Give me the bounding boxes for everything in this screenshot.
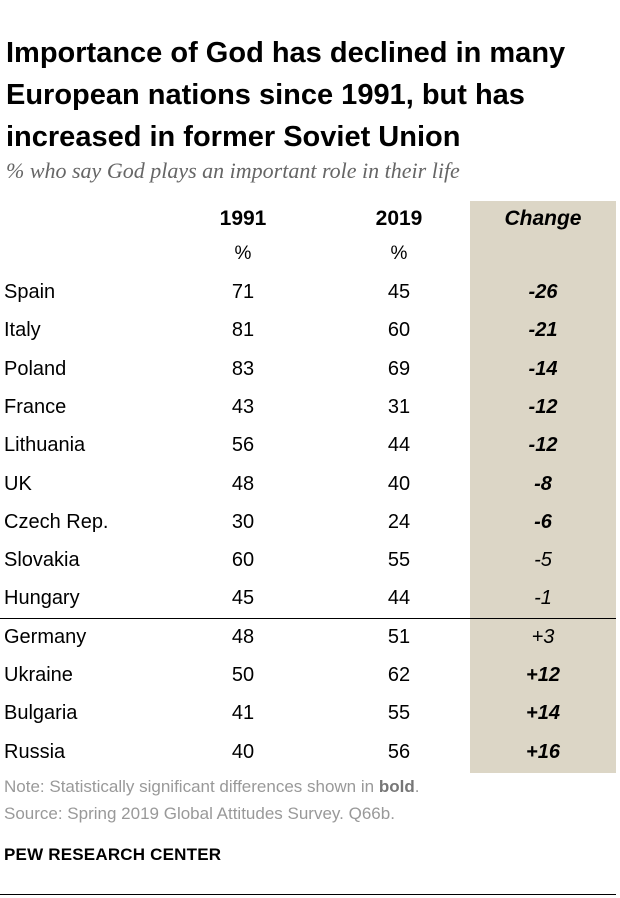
table-row: Spain 71 45 -26 xyxy=(0,273,620,311)
country-name: Czech Rep. xyxy=(4,510,109,533)
value-1991: 48 xyxy=(231,472,255,495)
country-name: France xyxy=(4,395,67,418)
value-1991: 41 xyxy=(231,702,255,725)
column-header-2019: 2019 xyxy=(375,207,423,230)
change-column-background xyxy=(470,201,616,773)
value-2019: 51 xyxy=(387,625,411,648)
value-2019: 31 xyxy=(387,395,411,418)
country-name: Poland xyxy=(4,357,67,380)
value-1991: 81 xyxy=(231,319,255,342)
country-name: UK xyxy=(4,472,32,495)
value-1991: 50 xyxy=(231,664,255,686)
value-2019: 44 xyxy=(387,587,411,610)
country-name: Ukraine xyxy=(4,664,73,686)
value-1991: 48 xyxy=(231,625,255,648)
country-name: Lithuania xyxy=(4,434,86,457)
column-header-1991: 1991 xyxy=(219,207,267,230)
value-change: -21 xyxy=(528,319,558,342)
table-row: Slovakia 60 55 -5 xyxy=(0,541,620,579)
value-2019: 69 xyxy=(387,357,411,380)
column-header-change: Change xyxy=(504,207,582,230)
unit-label-1991: % xyxy=(234,243,252,264)
value-2019: 24 xyxy=(387,510,411,533)
pew-footer: PEW RESEARCH CENTER xyxy=(4,845,222,864)
value-change: -5 xyxy=(534,549,552,572)
value-change: -1 xyxy=(534,587,552,610)
country-name: Hungary xyxy=(4,587,80,610)
value-1991: 40 xyxy=(231,740,255,763)
value-change: -14 xyxy=(528,357,558,380)
table-row: Bulgaria 41 55 +14 xyxy=(0,694,620,732)
country-name: Spain xyxy=(4,281,56,303)
value-change: +3 xyxy=(531,625,555,648)
value-change: -12 xyxy=(528,395,558,418)
bottom-rule xyxy=(0,894,616,895)
chart-subtitle: % who say God plays an important role in… xyxy=(6,158,460,183)
table-row: Hungary 45 44 -1 xyxy=(0,579,620,617)
source-text: Source: Spring 2019 Global Attitudes Sur… xyxy=(4,804,395,823)
value-change: +12 xyxy=(526,664,560,686)
unit-label-2019: % xyxy=(390,243,408,264)
value-1991: 43 xyxy=(231,395,255,418)
value-change: -12 xyxy=(528,434,558,457)
value-1991: 56 xyxy=(231,434,255,457)
value-1991: 60 xyxy=(231,549,255,572)
country-name: Germany xyxy=(4,625,87,648)
value-2019: 45 xyxy=(387,281,411,303)
value-change: -8 xyxy=(534,472,552,495)
value-2019: 62 xyxy=(387,664,411,686)
table-row: UK 48 40 -8 xyxy=(0,465,620,503)
note-bold-word: bold xyxy=(378,777,415,796)
value-2019: 55 xyxy=(387,549,411,572)
table-row: Ukraine 50 62 +12 xyxy=(0,656,620,694)
table-row: Poland 83 69 -14 xyxy=(0,350,620,388)
value-2019: 40 xyxy=(387,472,411,495)
value-2019: 56 xyxy=(387,740,411,763)
country-name: Slovakia xyxy=(4,549,80,572)
value-2019: 44 xyxy=(387,434,411,457)
value-change: +14 xyxy=(526,702,560,725)
table-row: Germany 48 51 +3 xyxy=(0,618,620,656)
value-change: +16 xyxy=(526,740,560,763)
value-1991: 30 xyxy=(231,510,255,533)
table-row: Czech Rep. 30 24 -6 xyxy=(0,503,620,541)
group-divider xyxy=(0,618,616,619)
table-row: Italy 81 60 -21 xyxy=(0,311,620,349)
value-change: -26 xyxy=(528,281,558,303)
value-1991: 71 xyxy=(231,281,255,303)
value-1991: 45 xyxy=(231,587,255,610)
value-2019: 55 xyxy=(387,702,411,725)
country-name: Bulgaria xyxy=(4,702,78,725)
value-change: -6 xyxy=(534,510,552,533)
table-row: France 43 31 -12 xyxy=(0,388,620,426)
table-row: Lithuania 56 44 -12 xyxy=(0,426,620,464)
country-name: Italy xyxy=(4,319,41,342)
value-2019: 60 xyxy=(387,319,411,342)
country-name: Russia xyxy=(4,740,66,763)
table-row: Russia 40 56 +16 xyxy=(0,733,620,771)
note-text: Note: Statistically significant differen… xyxy=(4,777,420,796)
value-1991: 83 xyxy=(231,357,255,380)
chart-title: Importance of God has declined in many E… xyxy=(6,37,566,153)
